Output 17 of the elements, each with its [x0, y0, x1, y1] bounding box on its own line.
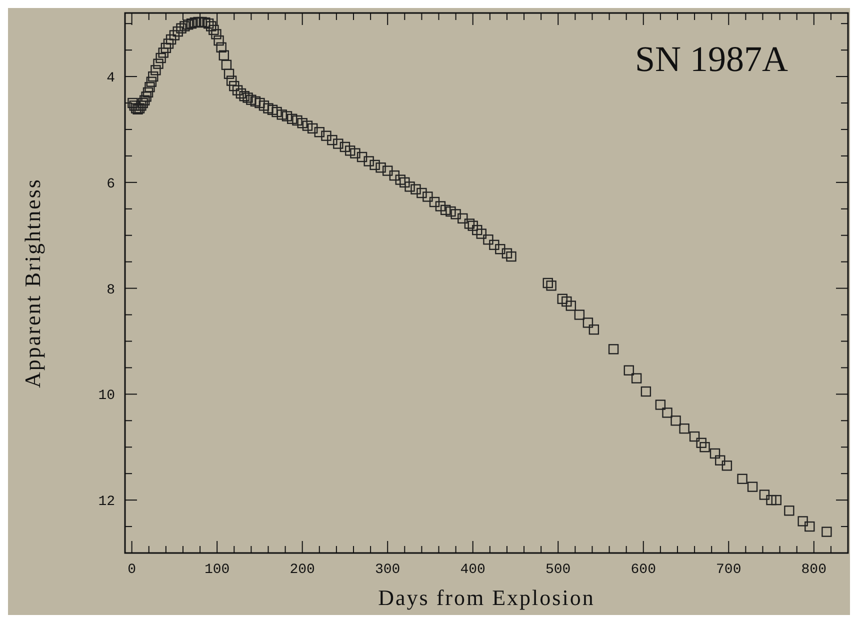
y-tick-label: 8 — [106, 282, 115, 298]
x-tick-label: 700 — [716, 562, 742, 578]
y-tick-label: 6 — [106, 176, 115, 192]
y-tick-label: 4 — [106, 70, 115, 87]
x-tick-label: 800 — [801, 562, 827, 578]
x-tick-label: 300 — [374, 562, 400, 578]
y-tick-label: 12 — [98, 494, 115, 510]
x-axis-title: Days from Explosion — [378, 585, 595, 610]
x-tick-label: 0 — [128, 562, 136, 578]
y-axis-title: Apparent Brightness — [20, 178, 45, 388]
y-tick-label: 10 — [98, 388, 115, 404]
x-tick-label: 500 — [546, 562, 571, 578]
x-tick-label: 600 — [630, 562, 656, 578]
x-tick-label: 400 — [460, 562, 486, 578]
x-tick-label: 200 — [290, 562, 315, 578]
text: SN 1987A — [634, 39, 788, 79]
x-tick-label: 100 — [204, 562, 230, 578]
